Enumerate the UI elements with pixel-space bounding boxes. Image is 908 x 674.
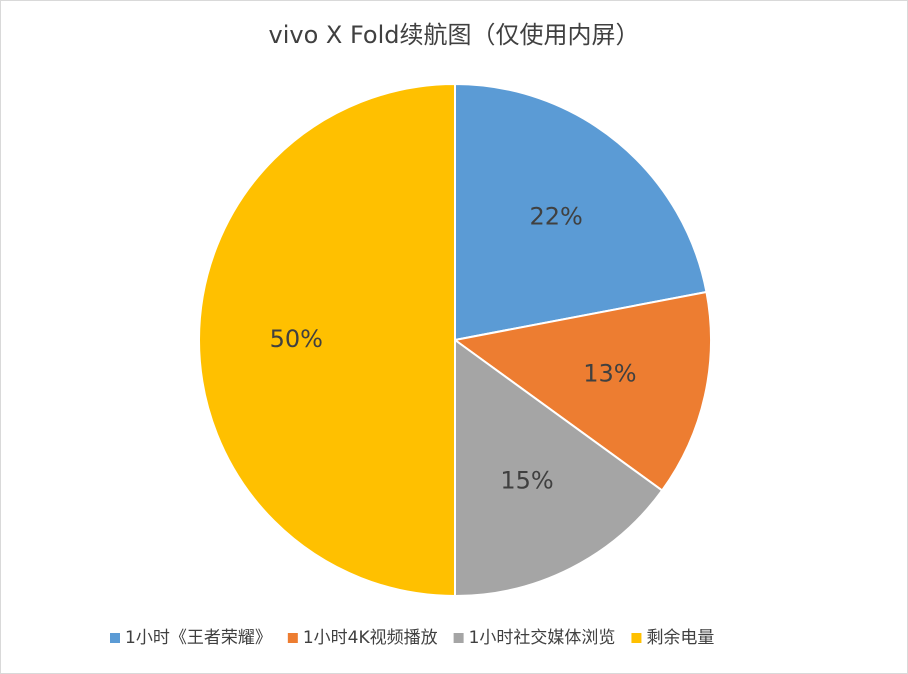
legend-label: 1小时社交媒体浏览 <box>469 628 616 648</box>
legend-swatch <box>287 633 298 643</box>
legend-label: 1小时《王者荣耀》 <box>125 628 272 648</box>
data-label: 50% <box>270 325 323 353</box>
data-label: 13% <box>583 360 636 388</box>
legend-swatch <box>453 633 464 643</box>
pie-slice <box>454 82 708 342</box>
pie-slice <box>198 82 456 598</box>
data-label: 15% <box>500 466 553 494</box>
pie-slice <box>454 338 664 598</box>
legend-swatch <box>631 633 642 643</box>
legend-swatch <box>110 633 120 643</box>
legend-label: 1小时4K视频播放 <box>303 628 438 648</box>
legend-label: 剩余电量 <box>646 628 714 648</box>
data-label: 22% <box>530 203 583 231</box>
pie-slice <box>452 290 712 492</box>
chart-title: vivo X Fold续航图（仅使用内屏） <box>269 21 640 49</box>
